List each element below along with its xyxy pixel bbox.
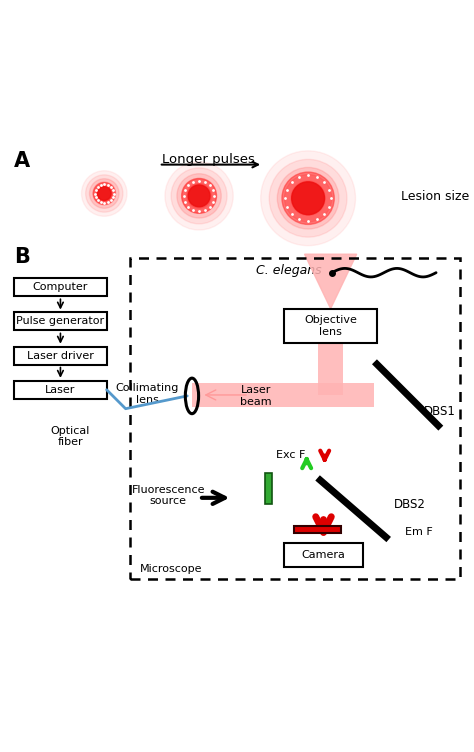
Bar xyxy=(319,343,343,395)
Text: Em F: Em F xyxy=(405,527,433,538)
Bar xyxy=(14,347,107,365)
Circle shape xyxy=(86,175,123,212)
Text: Microscope: Microscope xyxy=(139,565,202,575)
Text: DBS2: DBS2 xyxy=(393,499,425,511)
Circle shape xyxy=(98,186,111,200)
Text: Fluorescence
source: Fluorescence source xyxy=(131,484,205,506)
Text: Camera: Camera xyxy=(301,550,346,559)
Text: Pulse generator: Pulse generator xyxy=(17,317,104,326)
Circle shape xyxy=(165,162,233,230)
Bar xyxy=(294,526,341,533)
Circle shape xyxy=(93,182,116,205)
Polygon shape xyxy=(304,254,356,308)
Circle shape xyxy=(188,185,210,207)
Circle shape xyxy=(82,171,127,217)
Text: A: A xyxy=(14,151,30,171)
Circle shape xyxy=(182,178,217,214)
Text: Optical
fiber: Optical fiber xyxy=(50,426,90,447)
Circle shape xyxy=(177,174,221,218)
Circle shape xyxy=(182,179,216,213)
Bar xyxy=(130,257,460,579)
Bar xyxy=(14,278,107,296)
Text: Exc F: Exc F xyxy=(276,450,305,460)
Text: Lesion size: Lesion size xyxy=(401,190,469,203)
Circle shape xyxy=(292,182,325,214)
Text: Laser: Laser xyxy=(45,385,76,395)
Bar xyxy=(284,543,363,566)
Bar xyxy=(14,381,107,399)
Text: Computer: Computer xyxy=(33,282,88,293)
Text: Laser driver: Laser driver xyxy=(27,350,94,361)
Bar xyxy=(192,383,374,408)
Bar xyxy=(265,473,272,504)
Bar xyxy=(284,308,377,343)
Text: C. elegans: C. elegans xyxy=(256,264,321,277)
Circle shape xyxy=(277,168,339,229)
Circle shape xyxy=(261,151,356,246)
Text: Laser
beam: Laser beam xyxy=(240,385,272,407)
Text: Collimating
lens: Collimating lens xyxy=(115,384,179,405)
Text: DBS1: DBS1 xyxy=(424,405,456,418)
Circle shape xyxy=(284,174,332,222)
Circle shape xyxy=(187,183,211,208)
Circle shape xyxy=(96,185,112,202)
Circle shape xyxy=(291,181,325,215)
Bar xyxy=(14,313,107,330)
Text: B: B xyxy=(14,247,30,267)
Text: Objective
lens: Objective lens xyxy=(304,315,357,337)
Circle shape xyxy=(93,183,115,205)
Circle shape xyxy=(90,179,119,208)
Circle shape xyxy=(171,168,227,224)
Circle shape xyxy=(269,159,347,237)
Text: Longer pulses: Longer pulses xyxy=(162,153,255,166)
Circle shape xyxy=(282,172,334,224)
